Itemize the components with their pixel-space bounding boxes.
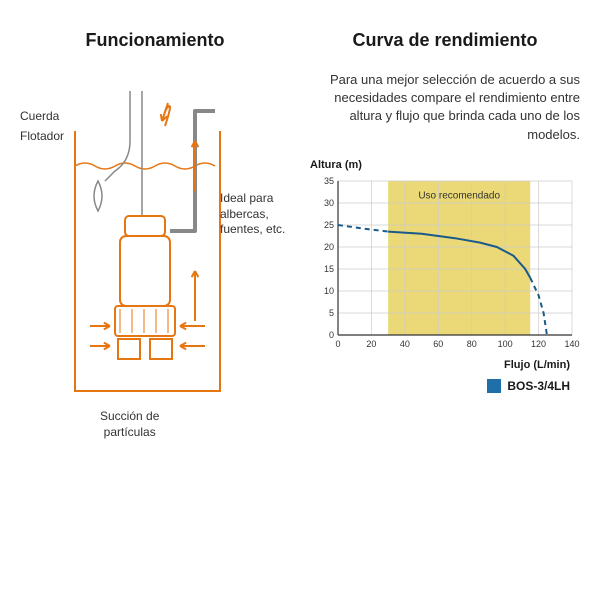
svg-text:20: 20	[324, 242, 334, 252]
svg-text:15: 15	[324, 264, 334, 274]
performance-description: Para una mejor selección de acuerdo a su…	[310, 71, 580, 144]
svg-text:100: 100	[498, 339, 513, 349]
chart-legend: BOS-3/4LH	[310, 379, 570, 393]
x-axis-label: Flujo (L/min)	[310, 359, 570, 371]
functioning-title: Funcionamiento	[20, 30, 290, 51]
label-cuerda: Cuerda	[20, 109, 59, 125]
pump-diagram: Cuerda Flotador Ideal para albercas, fue…	[20, 71, 290, 570]
pump-diagram-svg	[20, 71, 280, 451]
chart-svg: 0 20 40 60 80 100 120 140 0 5 10 15 20 25 30 35 Uso reco…	[310, 175, 580, 355]
performance-title: Curva de rendimiento	[310, 30, 580, 51]
label-succion: Succión de partículas	[100, 409, 159, 440]
svg-text:20: 20	[366, 339, 376, 349]
svg-text:0: 0	[329, 330, 334, 340]
svg-text:5: 5	[329, 308, 334, 318]
label-flotador: Flotador	[20, 129, 64, 145]
svg-text:Uso recomendado: Uso recomendado	[418, 190, 500, 201]
svg-text:0: 0	[335, 339, 340, 349]
functioning-panel: Funcionamiento Cuerda Flotador Ideal par…	[20, 30, 290, 570]
svg-text:140: 140	[564, 339, 579, 349]
label-ideal: Ideal para albercas, fuentes, etc.	[220, 191, 285, 238]
svg-text:35: 35	[324, 176, 334, 186]
svg-text:120: 120	[531, 339, 546, 349]
svg-text:30: 30	[324, 198, 334, 208]
y-axis-label: Altura (m)	[310, 159, 580, 171]
svg-text:25: 25	[324, 220, 334, 230]
svg-text:10: 10	[324, 286, 334, 296]
performance-chart: Altura (m) 0 20 40 60 80 100 120 140 0 5 10 15 20 25 3…	[310, 159, 580, 393]
legend-swatch	[487, 379, 501, 393]
svg-text:40: 40	[400, 339, 410, 349]
legend-label: BOS-3/4LH	[507, 379, 570, 393]
performance-panel: Curva de rendimiento Para una mejor sele…	[310, 30, 580, 570]
svg-text:80: 80	[467, 339, 477, 349]
svg-text:60: 60	[433, 339, 443, 349]
